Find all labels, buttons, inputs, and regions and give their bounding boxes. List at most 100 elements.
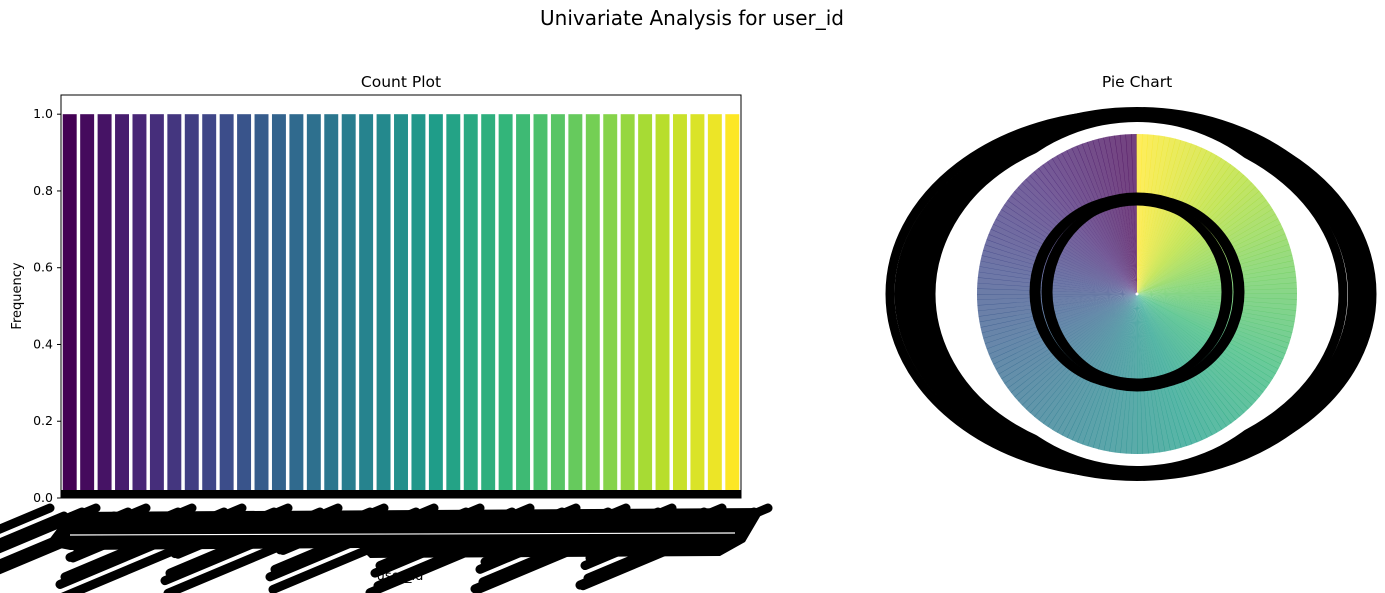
pie-slice — [1137, 178, 1253, 294]
pie-slice — [1137, 140, 1187, 294]
pie-slice — [1137, 294, 1264, 397]
pie-slice — [1137, 195, 1267, 294]
pie-slice — [1092, 294, 1137, 450]
bar — [341, 114, 356, 498]
pie-slice — [1137, 294, 1297, 311]
bar — [428, 114, 443, 498]
pie-slice — [984, 294, 1137, 350]
bar — [376, 114, 391, 498]
bar — [202, 114, 217, 498]
x-tick-label-overlap — [0, 503, 55, 534]
pie-center — [1135, 292, 1139, 296]
bar — [707, 114, 722, 498]
pie-slice — [977, 277, 1137, 294]
pie-slice — [1137, 294, 1267, 393]
pie-slice — [1137, 294, 1290, 349]
pie-slice — [1098, 294, 1137, 451]
x-tick-labels — [0, 490, 773, 593]
pie-slice — [1137, 294, 1249, 413]
pie-slice — [1056, 152, 1137, 294]
bar — [132, 114, 147, 498]
pie-pct-label-overlap — [1041, 198, 1233, 386]
bar — [62, 114, 77, 498]
pie-slice — [1137, 294, 1296, 322]
pie-slice — [1137, 294, 1260, 402]
pie-slice — [1137, 293, 1298, 300]
bar — [167, 114, 182, 498]
pie-slice — [1137, 141, 1192, 294]
pie-slice — [1051, 155, 1137, 294]
pie-slice — [993, 218, 1137, 294]
pie-slice — [1137, 294, 1273, 384]
y-tick-label: 1.0 — [33, 106, 53, 121]
pie-slice — [1137, 158, 1227, 294]
pie-slice — [1137, 294, 1270, 389]
pie-slice — [1007, 195, 1137, 294]
pie-slice — [1137, 294, 1297, 306]
pie-slice — [1137, 294, 1294, 333]
pie-slice — [1137, 294, 1245, 417]
pie-slice — [1137, 150, 1213, 294]
pie-slice — [1021, 178, 1137, 294]
y-tick-label: 0.8 — [33, 183, 53, 198]
count-plot-frame — [60, 94, 742, 499]
pie-slice — [1025, 175, 1137, 294]
pie-slice — [1034, 294, 1137, 421]
pie-slice — [1136, 133, 1143, 294]
pie-slice — [1014, 294, 1137, 402]
pie-slice — [1137, 134, 1154, 294]
pie-slice — [1081, 141, 1137, 294]
pie-slice — [1082, 294, 1137, 447]
pie-slice — [1017, 182, 1137, 294]
pie-slice — [978, 266, 1137, 294]
pie-slice — [1004, 294, 1137, 389]
pie-slice — [1137, 294, 1297, 317]
pie-slice — [993, 294, 1137, 370]
x-axis-label: user_id — [377, 569, 424, 584]
bar — [690, 114, 705, 498]
pie-slice — [1137, 294, 1291, 344]
pie-slice — [1137, 155, 1222, 294]
bar — [289, 114, 304, 498]
pie-slice — [1018, 294, 1137, 406]
pie-slice — [1137, 228, 1286, 294]
pie-slice — [1137, 152, 1217, 294]
pie-slice — [1137, 199, 1270, 294]
x-tick-label-overlap — [0, 511, 69, 548]
pie-slice — [1061, 294, 1137, 438]
pie-slice — [1004, 199, 1137, 294]
pie-slice — [1137, 294, 1276, 379]
pie-slices — [976, 133, 1298, 455]
pie-slice — [1137, 294, 1193, 447]
pie-slice — [1137, 138, 1182, 294]
pie-slice — [1029, 294, 1137, 417]
bar — [620, 114, 635, 498]
bar — [585, 114, 600, 498]
figure-title: Univariate Analysis for user_id — [540, 6, 844, 30]
pie-slice — [1137, 294, 1288, 354]
bar — [655, 114, 670, 498]
pie-slice — [1137, 161, 1232, 294]
bar — [516, 114, 531, 498]
pie-slice — [981, 249, 1137, 294]
pie-plot: Pie Chart — [885, 73, 1377, 481]
pie-slice — [1087, 294, 1137, 448]
pie-slice — [1137, 218, 1281, 294]
pie-slice — [977, 282, 1137, 294]
pie-slice — [1114, 294, 1137, 454]
bar — [359, 114, 374, 498]
pie-slice — [1137, 136, 1171, 294]
pie-slice — [1052, 294, 1137, 433]
y-tick-label: 0.2 — [33, 413, 53, 428]
pie-slice — [1077, 294, 1137, 445]
pie-slice — [1137, 134, 1149, 294]
pie-slice — [1137, 294, 1293, 339]
pie-slice — [1137, 238, 1290, 294]
bar — [237, 114, 252, 498]
pie-slice — [1071, 145, 1137, 294]
bar — [481, 114, 496, 498]
pie-inner-labels — [1029, 192, 1245, 392]
pie-slice — [988, 294, 1137, 360]
bar — [725, 114, 740, 498]
